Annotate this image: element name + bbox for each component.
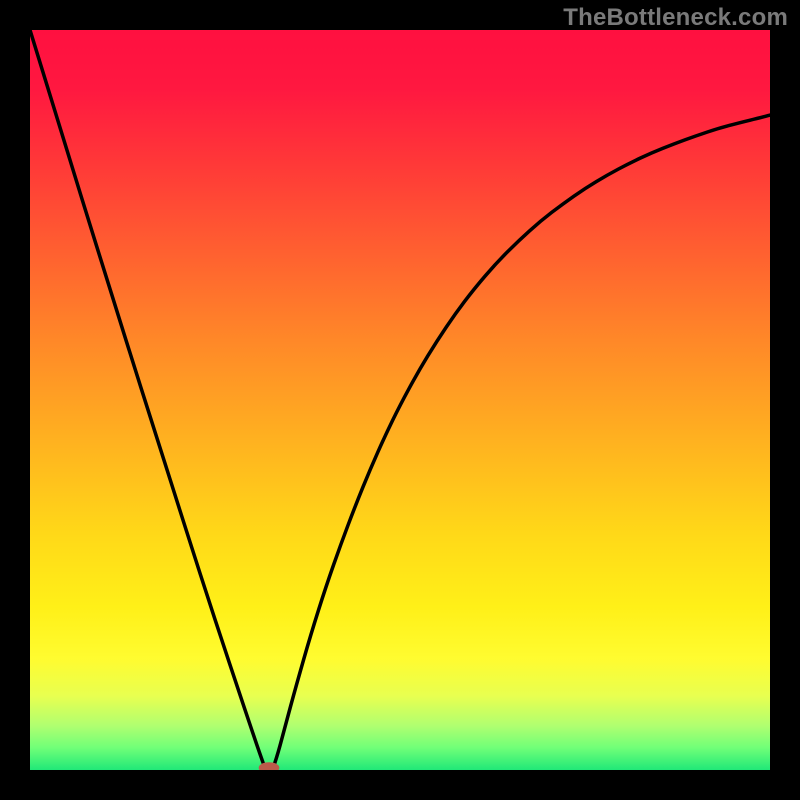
chart-svg xyxy=(30,30,770,770)
watermark-label: TheBottleneck.com xyxy=(563,4,788,32)
gradient-background xyxy=(30,30,770,770)
chart-frame: TheBottleneck.com xyxy=(0,0,800,800)
plot-area xyxy=(30,30,770,770)
